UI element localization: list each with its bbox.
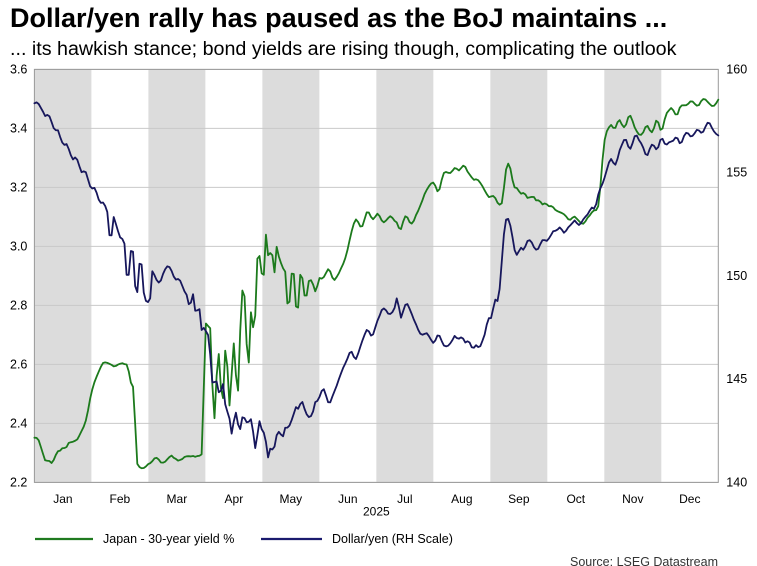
svg-text:2.2: 2.2 <box>10 475 27 489</box>
svg-text:May: May <box>280 492 303 506</box>
svg-text:Dollar/yen (RH Scale): Dollar/yen (RH Scale) <box>332 532 453 546</box>
svg-text:Jul: Jul <box>397 492 412 506</box>
svg-text:3.0: 3.0 <box>10 239 27 253</box>
svg-text:Jan: Jan <box>53 492 72 506</box>
svg-text:150: 150 <box>726 269 747 283</box>
svg-text:Source: LSEG Datastream: Source: LSEG Datastream <box>570 555 718 566</box>
svg-text:155: 155 <box>726 166 747 180</box>
svg-text:2.6: 2.6 <box>10 357 27 371</box>
svg-text:140: 140 <box>726 475 747 489</box>
svg-text:Aug: Aug <box>451 492 472 506</box>
svg-text:Sep: Sep <box>508 492 530 506</box>
svg-text:3.2: 3.2 <box>10 180 27 194</box>
svg-text:Oct: Oct <box>566 492 585 506</box>
svg-text:2.8: 2.8 <box>10 298 27 312</box>
svg-text:145: 145 <box>726 372 747 386</box>
svg-text:160: 160 <box>726 62 747 76</box>
svg-text:Mar: Mar <box>167 492 188 506</box>
svg-text:Jun: Jun <box>338 492 357 506</box>
svg-text:Apr: Apr <box>225 492 244 506</box>
svg-text:Dec: Dec <box>679 492 700 506</box>
svg-text:3.4: 3.4 <box>10 121 27 135</box>
svg-text:Feb: Feb <box>110 492 131 506</box>
svg-text:Nov: Nov <box>622 492 643 506</box>
svg-text:2025: 2025 <box>363 505 390 519</box>
svg-text:2.4: 2.4 <box>10 416 27 430</box>
svg-text:Japan - 30-year yield %: Japan - 30-year yield % <box>103 532 234 546</box>
svg-text:3.6: 3.6 <box>10 62 27 76</box>
